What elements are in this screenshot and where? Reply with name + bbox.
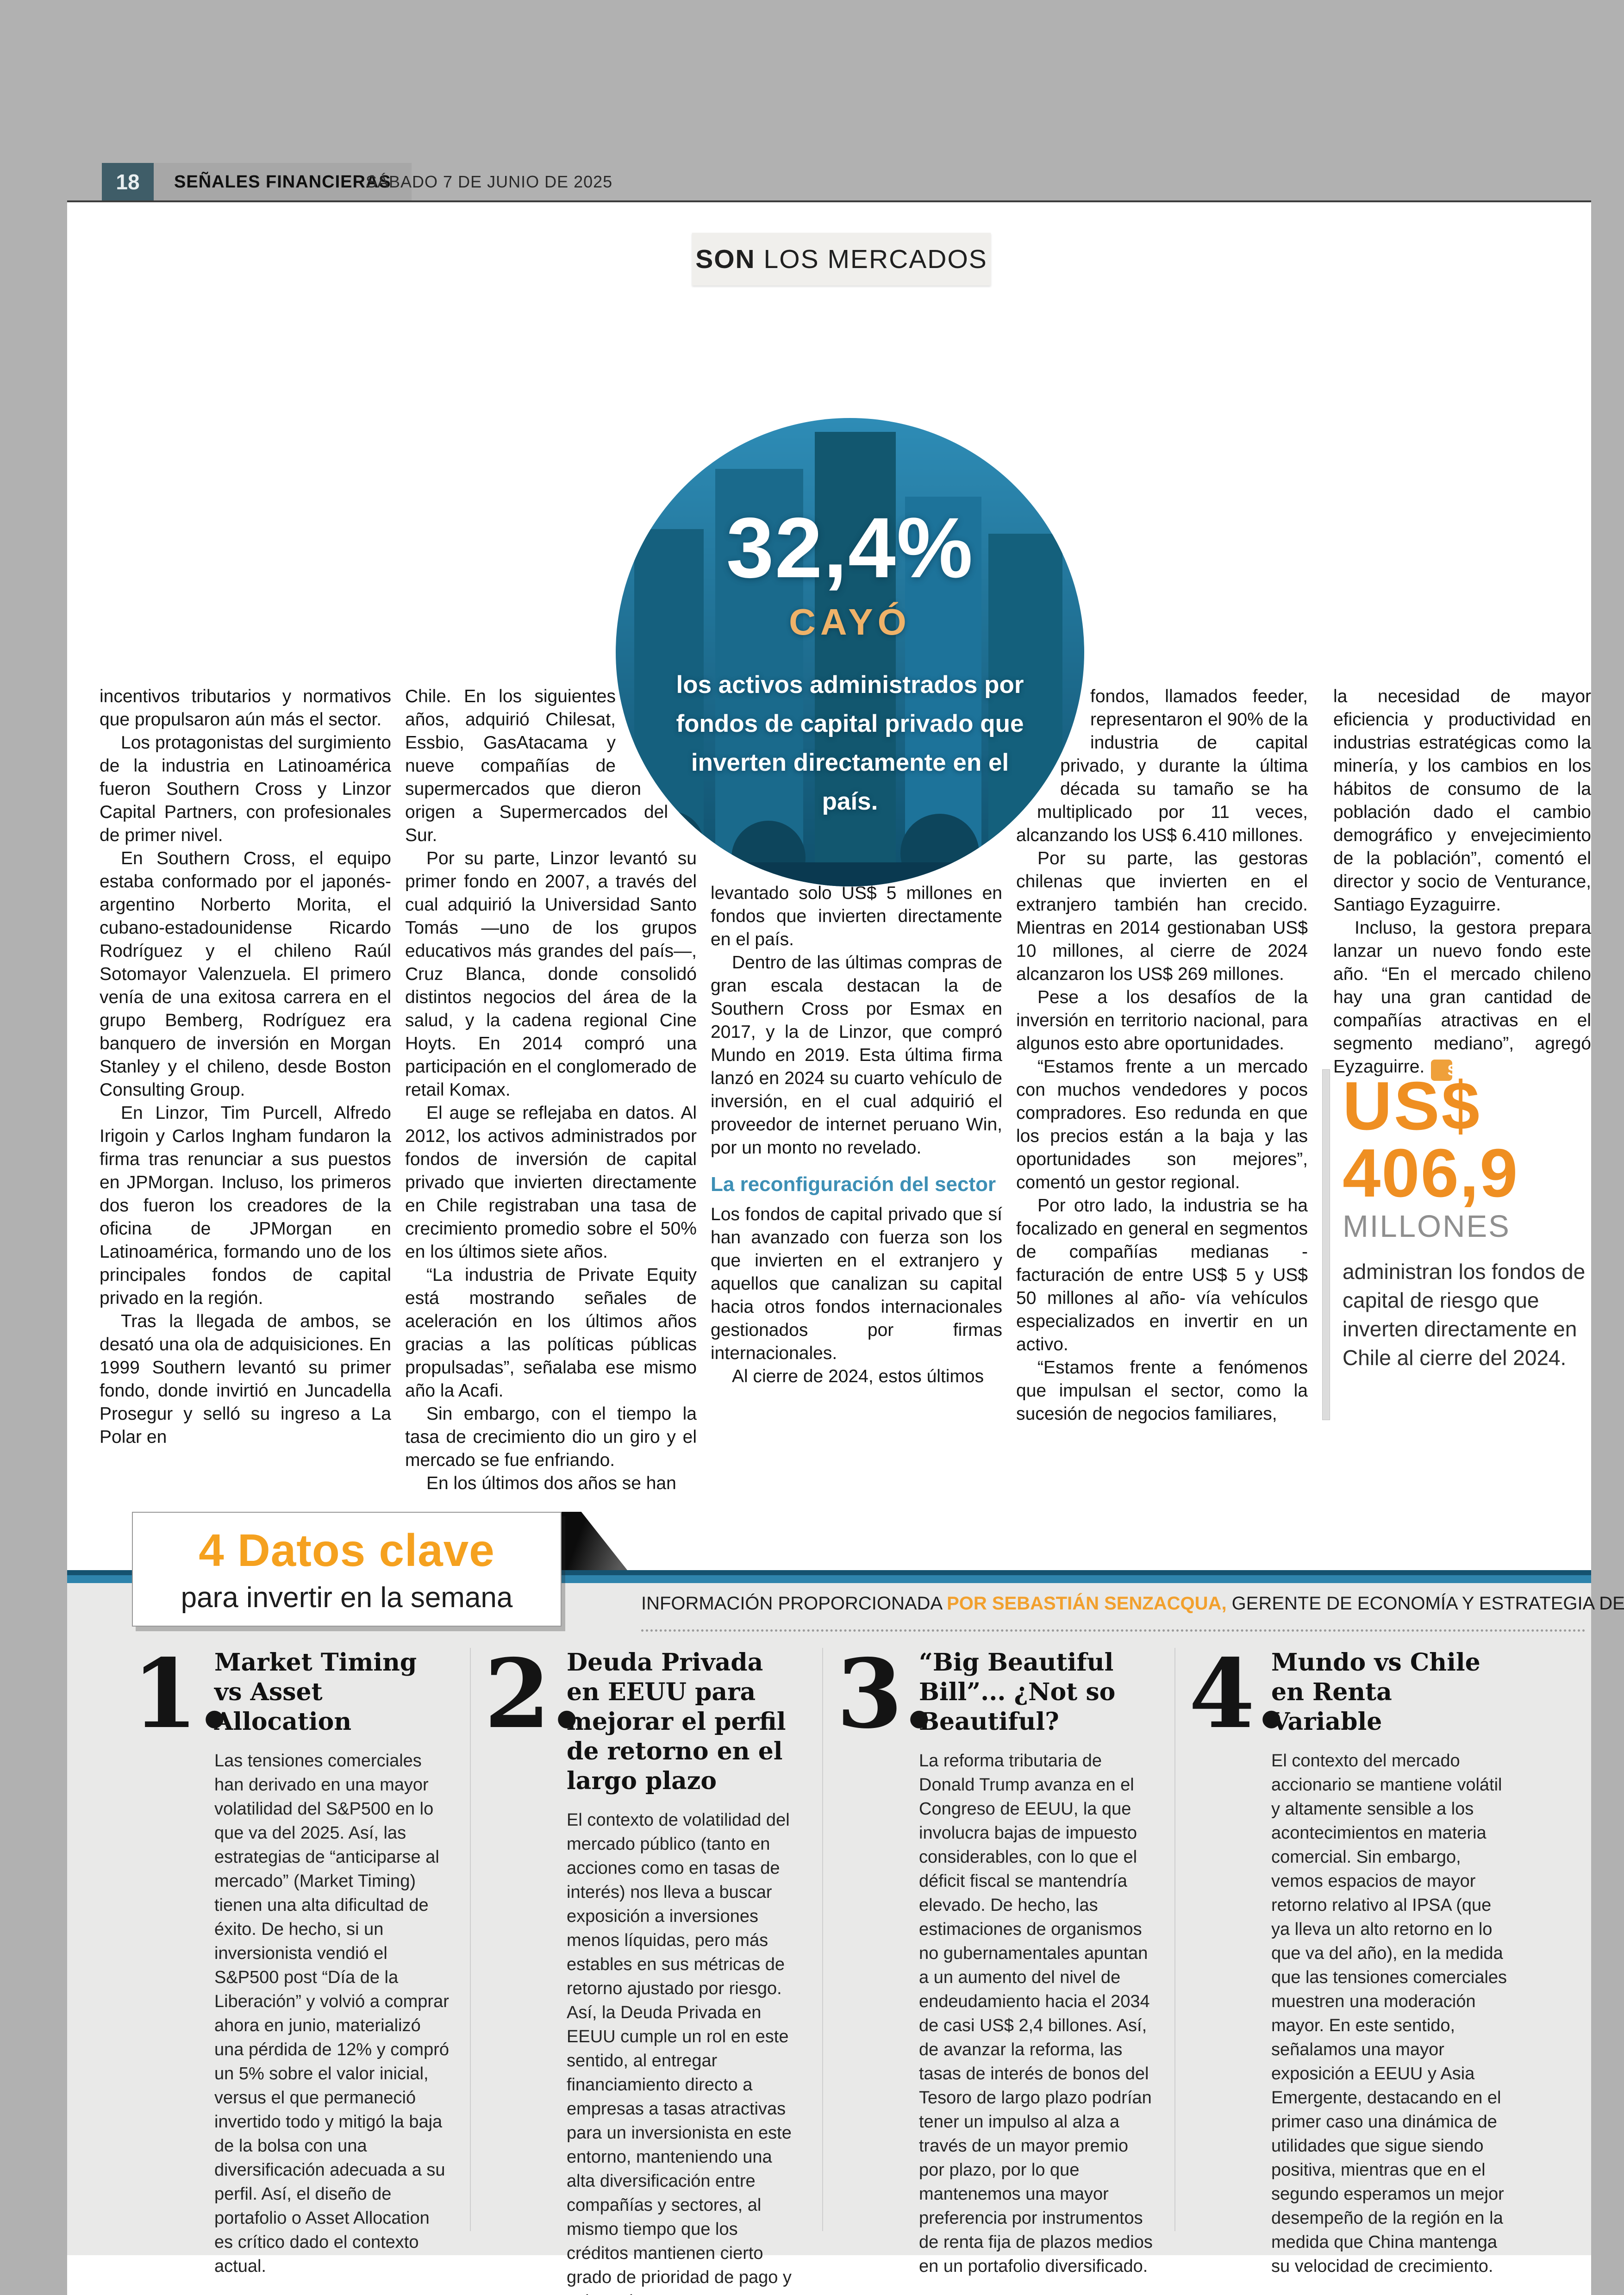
article-paragraph: Incluso, la gestora prepara lanzar un nu…: [1333, 917, 1591, 1081]
stat-circle-photo: 32,4% CAYÓ los activos administrados por…: [616, 418, 1084, 886]
item-body: El contexto de volatilidad del mercado p…: [567, 1810, 792, 2295]
stat-caption: los activos administrados por fondos de …: [676, 671, 1024, 815]
stat-overlay: 32,4% CAYÓ los activos administrados por…: [616, 418, 1084, 886]
byline-role: GERENTE DE ECONOMÍA Y ESTRATEGIA DE BICE…: [1231, 1593, 1624, 1614]
article-paragraph: levantado solo US$ 5 millones en fondos …: [711, 883, 1002, 949]
dato-item-2: 2. Deuda Privada en EEUU para mejorar el…: [484, 1639, 803, 2295]
article-paragraph: “La industria de Private Equity está mos…: [405, 1265, 697, 1401]
callout-unit: MILLONES: [1343, 1209, 1511, 1244]
dato-item-4: 4. Mundo vs Chile en Renta Variable El c…: [1189, 1639, 1507, 2278]
section-kicker: SON LOS MERCADOS: [692, 233, 991, 286]
article-column-5: la necesidad de mayor eficiencia y produ…: [1333, 685, 1591, 1081]
item-number: 3.: [837, 1639, 936, 1750]
item-title: Market Timing vs Asset Allocation: [214, 1648, 417, 1736]
header-rule: [67, 200, 1591, 203]
article-paragraph: En los últimos dos años se han: [426, 1473, 676, 1493]
city-photo-illustration: [616, 418, 1084, 886]
article-column-1: incentivos tributarios y normativos que …: [100, 685, 391, 1449]
article-paragraph: Chile. En los siguientes años, adquirió …: [405, 686, 668, 845]
kicker-bold: SON: [695, 244, 756, 274]
article-paragraph: Dentro de las últimas compras de gran es…: [711, 953, 1002, 1158]
callout-caption: administran los fondos de capital de rie…: [1343, 1260, 1586, 1370]
item-divider: [1174, 1648, 1175, 2231]
callout-amount: 406,9: [1343, 1135, 1519, 1211]
byline-author: POR SEBASTIÁN SENZACQUA,: [947, 1593, 1227, 1614]
item-body: Las tensiones comerciales han derivado e…: [214, 1751, 449, 2276]
item-number: 2.: [484, 1639, 584, 1750]
item-title: “Big Beautiful Bill”... ¿Not so Beautifu…: [919, 1648, 1116, 1736]
article-paragraph: “Estamos frente a fenómenos que impulsan…: [1016, 1358, 1308, 1424]
article-paragraph: En Linzor, Tim Purcell, Alfredo Irigoin …: [100, 1103, 391, 1308]
article-paragraph: Al cierre de 2024, estos últimos: [732, 1366, 984, 1386]
callout-divider: [1322, 1069, 1330, 1420]
article-paragraph: Por otro lado, la industria se ha focali…: [1016, 1196, 1308, 1354]
item-divider: [822, 1648, 823, 2231]
edition-date: SÁBADO 7 DE JUNIO DE 2025: [366, 172, 613, 191]
article-paragraph: Tras la llegada de ambos, se desató una …: [100, 1311, 391, 1447]
article-paragraph: Los fondos de capital privado que sí han…: [711, 1204, 1002, 1363]
kicker-text: SON LOS MERCADOS: [695, 244, 987, 274]
item-title: Mundo vs Chile en Renta Variable: [1271, 1648, 1480, 1736]
page-number: 18: [102, 163, 154, 201]
article-paragraph: En Southern Cross, el equipo estaba conf…: [100, 848, 391, 1100]
callout-currency: US$: [1343, 1068, 1481, 1144]
byline-dotted-rule: [641, 1629, 1586, 1632]
datos-panel: [67, 1583, 1591, 2255]
article-paragraph-text: Incluso, la gestora prepara lanzar un nu…: [1333, 918, 1591, 1077]
item-body: La reforma tributaria de Donald Trump av…: [919, 1751, 1153, 2276]
item-divider: [470, 1648, 471, 2231]
article-paragraph: la necesidad de mayor eficiencia y produ…: [1333, 686, 1591, 915]
item-number: 4.: [1189, 1639, 1288, 1750]
article-paragraph: Los protagonistas del surgimiento de la …: [100, 733, 391, 845]
byline-prefix: INFORMACIÓN PROPORCIONADA: [641, 1593, 947, 1614]
article-paragraph: “Estamos frente a un mercado con muchos …: [1016, 1057, 1308, 1192]
article-subhead: La reconfiguración del sector: [711, 1173, 996, 1196]
section-label: SEÑALES FINANCIERAS: [154, 163, 412, 201]
item-title: Deuda Privada en EEUU para mejorar el pe…: [567, 1648, 786, 1795]
amount-callout: US$ 406,9 MILLONES administran los fondo…: [1343, 1068, 1591, 1372]
article-column-3: levantado solo US$ 5 millones en fondos …: [711, 685, 1002, 1388]
article-paragraph: Pese a los desafíos de la inversión en t…: [1016, 987, 1308, 1054]
article-paragraph: El auge se reflejaba en datos. Al 2012, …: [405, 1103, 697, 1262]
kicker-rest: LOS MERCADOS: [755, 244, 987, 274]
dato-item-1: 1. Market Timing vs Asset Allocation Las…: [132, 1639, 450, 2278]
item-number: 1.: [132, 1639, 231, 1750]
dato-item-3: 3. “Big Beautiful Bill”... ¿Not so Beaut…: [837, 1639, 1155, 2278]
datos-header-box: 4 Datos clave para invertir en la semana: [132, 1512, 562, 1627]
byline: INFORMACIÓN PROPORCIONADA POR SEBASTIÁN …: [641, 1593, 1624, 1614]
stat-value: 32,4%: [726, 500, 974, 596]
article-paragraph: incentivos tributarios y normativos que …: [100, 686, 391, 730]
stat-verb: CAYÓ: [789, 601, 911, 642]
datos-subtitle: para invertir en la semana: [181, 1582, 513, 1614]
datos-title: 4 Datos clave: [199, 1525, 495, 1576]
item-body: El contexto del mercado accionario se ma…: [1271, 1751, 1507, 2276]
article-paragraph: Sin embargo, con el tiempo la tasa de cr…: [405, 1404, 697, 1470]
article-paragraph: Por su parte, las gestoras chilenas que …: [1016, 848, 1308, 984]
